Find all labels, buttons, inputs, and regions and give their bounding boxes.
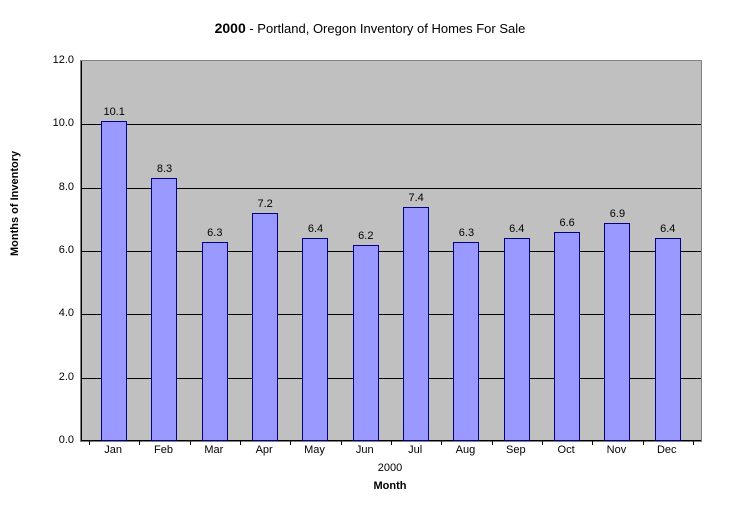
- bar: 6.4: [302, 238, 328, 441]
- bar-value-label: 10.1: [103, 106, 124, 118]
- bar: 6.9: [604, 223, 630, 442]
- bar-value-label: 6.3: [459, 227, 474, 239]
- x-group-label: 2000: [80, 462, 700, 474]
- bar-value-label: 8.3: [157, 163, 172, 175]
- bar-slot: 6.2: [341, 61, 391, 441]
- bar-value-label: 6.3: [207, 227, 222, 239]
- bar-value-label: 7.2: [257, 198, 272, 210]
- bar: 6.3: [202, 242, 228, 442]
- bar: 6.6: [554, 232, 580, 441]
- bar: 6.4: [504, 238, 530, 441]
- x-tick-label: Jun: [340, 444, 390, 456]
- bar-slot: 6.9: [592, 61, 642, 441]
- bar-value-label: 6.4: [509, 223, 524, 235]
- bar-value-label: 6.9: [610, 208, 625, 220]
- y-tick-label: 12.0: [34, 54, 74, 66]
- x-axis-title: Month: [80, 480, 700, 492]
- bar: 8.3: [151, 178, 177, 441]
- bar: 6.3: [453, 242, 479, 442]
- bar-slot: 6.4: [290, 61, 340, 441]
- bar-slot: 6.4: [492, 61, 542, 441]
- x-tick-label: Jul: [390, 444, 440, 456]
- bar-slot: 7.2: [240, 61, 290, 441]
- bar: 10.1: [101, 121, 127, 441]
- bar-slot: 6.3: [441, 61, 491, 441]
- chart-container: 2000 - Portland, Oregon Inventory of Hom…: [0, 0, 740, 506]
- x-tick-label: Oct: [541, 444, 591, 456]
- bar-value-label: 6.4: [308, 223, 323, 235]
- bar-slot: 6.6: [542, 61, 592, 441]
- x-tick-label: May: [289, 444, 339, 456]
- bar-slot: 6.3: [190, 61, 240, 441]
- bar: 6.4: [655, 238, 681, 441]
- bar-value-label: 6.6: [559, 217, 574, 229]
- y-tick-label: 2.0: [34, 371, 74, 383]
- y-tick-label: 10.0: [34, 117, 74, 129]
- x-tick-label: Jan: [88, 444, 138, 456]
- bar-slot: 6.4: [643, 61, 693, 441]
- x-tick-label: Nov: [591, 444, 641, 456]
- x-tick-label: Apr: [239, 444, 289, 456]
- bar-slot: 7.4: [391, 61, 441, 441]
- x-tick-label: Mar: [189, 444, 239, 456]
- title-text: - Portland, Oregon Inventory of Homes Fo…: [246, 21, 526, 36]
- chart-title: 2000 - Portland, Oregon Inventory of Hom…: [0, 20, 740, 36]
- plot-area: 10.1 8.3 6.3 7.2 6.4 6.2 7.4 6.3 6.4 6.6 6.9 6.4: [80, 60, 702, 442]
- y-axis-title: Months of Inventory: [9, 151, 21, 256]
- y-tick-label: 4.0: [34, 307, 74, 319]
- bar: 7.4: [403, 207, 429, 441]
- bar-value-label: 6.4: [660, 223, 675, 235]
- bars-row: 10.1 8.3 6.3 7.2 6.4 6.2 7.4 6.3 6.4 6.6 6.9 6.4: [81, 61, 701, 441]
- bar: 7.2: [252, 213, 278, 441]
- bar-value-label: 6.2: [358, 230, 373, 242]
- x-tick-label: Feb: [138, 444, 188, 456]
- x-tick-label: Dec: [642, 444, 692, 456]
- bar: 6.2: [353, 245, 379, 441]
- x-tick-label: Aug: [440, 444, 490, 456]
- bar-slot: 8.3: [139, 61, 189, 441]
- x-tick-label: Sep: [491, 444, 541, 456]
- bar-slot: 10.1: [89, 61, 139, 441]
- title-year: 2000: [215, 20, 246, 36]
- y-tick-label: 6.0: [34, 244, 74, 256]
- x-tick-labels: JanFebMarAprMayJunJulAugSepOctNovDec: [80, 444, 700, 456]
- bar-value-label: 7.4: [408, 192, 423, 204]
- y-tick-label: 8.0: [34, 181, 74, 193]
- y-tick-label: 0.0: [34, 434, 74, 446]
